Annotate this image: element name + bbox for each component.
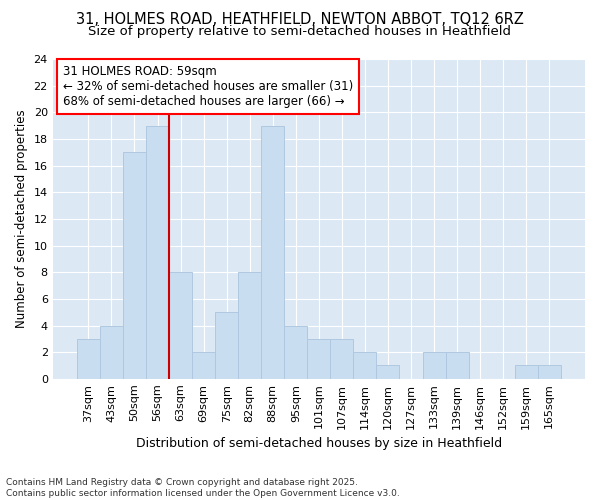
Y-axis label: Number of semi-detached properties: Number of semi-detached properties xyxy=(15,110,28,328)
Bar xyxy=(146,126,169,379)
Text: Size of property relative to semi-detached houses in Heathfield: Size of property relative to semi-detach… xyxy=(89,25,511,38)
Bar xyxy=(446,352,469,379)
Bar xyxy=(77,339,100,379)
Bar xyxy=(238,272,261,379)
Bar xyxy=(100,326,123,379)
Bar xyxy=(353,352,376,379)
Text: Contains HM Land Registry data © Crown copyright and database right 2025.
Contai: Contains HM Land Registry data © Crown c… xyxy=(6,478,400,498)
Bar xyxy=(215,312,238,379)
Bar xyxy=(261,126,284,379)
Bar xyxy=(331,339,353,379)
Bar xyxy=(192,352,215,379)
Bar xyxy=(515,366,538,379)
Bar xyxy=(307,339,331,379)
X-axis label: Distribution of semi-detached houses by size in Heathfield: Distribution of semi-detached houses by … xyxy=(136,437,502,450)
Bar xyxy=(376,366,400,379)
Bar xyxy=(123,152,146,379)
Bar xyxy=(422,352,446,379)
Text: 31, HOLMES ROAD, HEATHFIELD, NEWTON ABBOT, TQ12 6RZ: 31, HOLMES ROAD, HEATHFIELD, NEWTON ABBO… xyxy=(76,12,524,28)
Bar xyxy=(169,272,192,379)
Bar xyxy=(284,326,307,379)
Bar xyxy=(538,366,561,379)
Text: 31 HOLMES ROAD: 59sqm
← 32% of semi-detached houses are smaller (31)
68% of semi: 31 HOLMES ROAD: 59sqm ← 32% of semi-deta… xyxy=(64,66,353,108)
